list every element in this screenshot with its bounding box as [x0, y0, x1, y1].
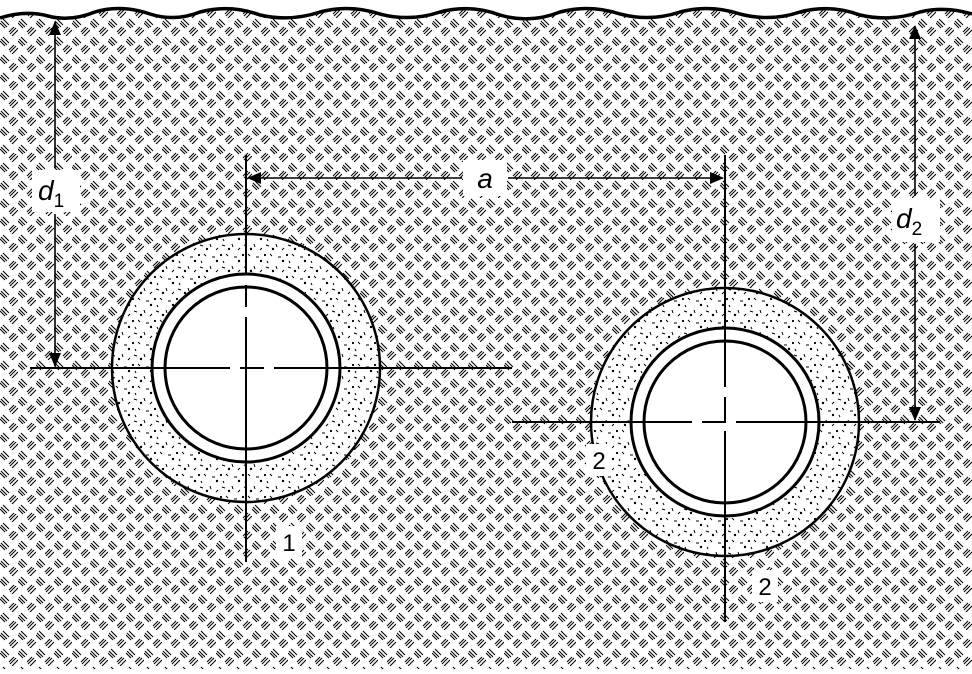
depth-2-dimension: d2 [892, 25, 940, 421]
depth-1-dimension: d1 [32, 21, 80, 367]
ground-surface-line [0, 6, 972, 21]
pipe-2-bottom-marker: 2 [752, 570, 778, 602]
depth-2-label: d2 [896, 203, 922, 240]
pipe-2-side-marker: 2 [586, 444, 612, 476]
pipe-1-assembly [30, 155, 512, 562]
spacing-dimension: a [247, 160, 724, 196]
spacing-label: a [477, 163, 493, 194]
pipe-2-bottom-marker-label: 2 [758, 574, 771, 601]
pipe-1-marker-label: 1 [282, 530, 295, 557]
depth-1-label: d1 [38, 175, 64, 212]
pipe-1-marker: 1 [276, 526, 302, 558]
pipe-2-side-marker-label: 2 [592, 448, 605, 475]
pipe-2-assembly [512, 155, 940, 622]
